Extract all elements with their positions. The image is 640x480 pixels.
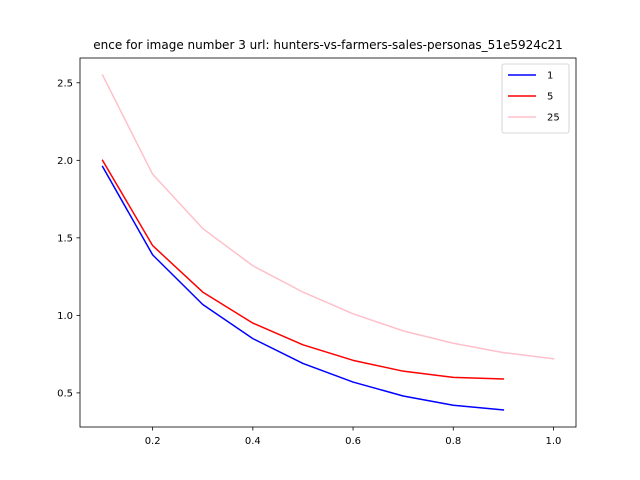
- x-tick-label: 0.6: [345, 436, 361, 447]
- x-tick-label: 1.0: [546, 436, 562, 447]
- series-line-1: [101, 165, 505, 411]
- y-tick-label: 0.5: [57, 388, 73, 399]
- legend-label-25: 25: [547, 113, 560, 124]
- axes: 0.2 0.4 0.6 0.8 1.0 0.5 1.0 1.5 2.0 2.5: [57, 57, 577, 447]
- series-lines: [101, 74, 555, 411]
- y-tick-label: 1.0: [57, 311, 73, 322]
- series-line-5: [101, 159, 505, 380]
- y-tick-label: 2.5: [57, 78, 73, 89]
- series-line-25: [101, 74, 555, 360]
- legend-label-1: 1: [547, 71, 553, 82]
- y-tick-label: 2.0: [57, 156, 73, 167]
- legend-box: [501, 63, 570, 134]
- chart-title: ence for image number 3 url: hunters-vs-…: [93, 38, 563, 52]
- x-tick-label: 0.2: [145, 436, 161, 447]
- x-tick-label: 0.4: [245, 436, 261, 447]
- legend-label-5: 5: [547, 92, 553, 103]
- y-tick-label: 1.5: [57, 233, 73, 244]
- x-tick-label: 0.8: [445, 436, 461, 447]
- plot-frame: [79, 57, 577, 428]
